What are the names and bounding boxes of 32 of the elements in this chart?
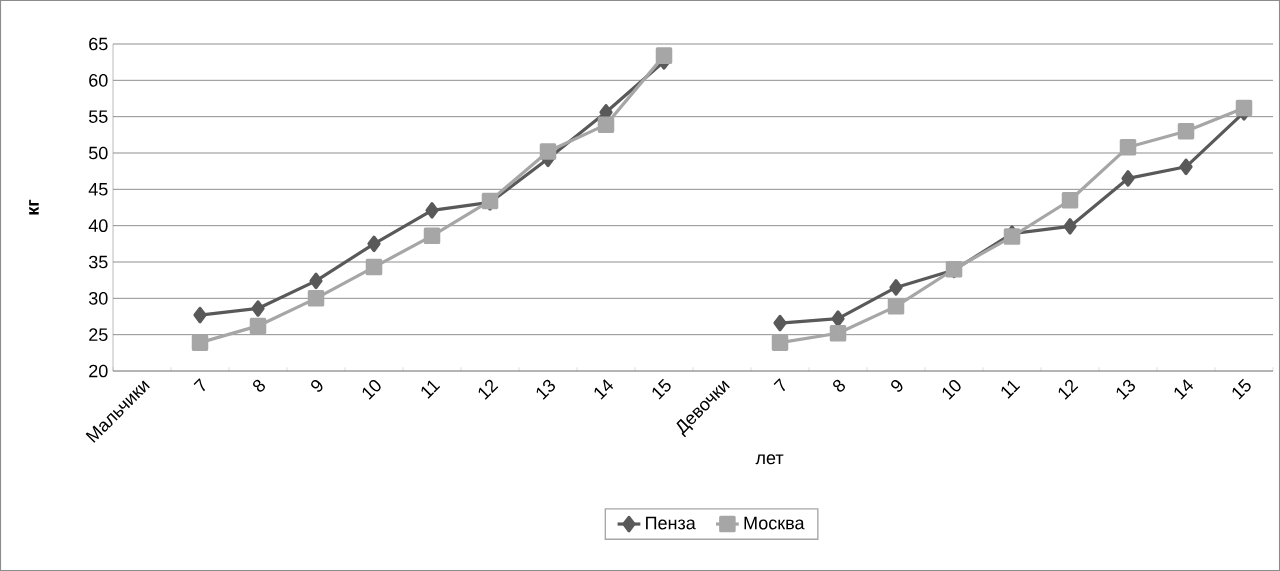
x-tick-label: 11 [421,380,441,399]
x-tick-label: 12 [1058,379,1079,400]
legend-label: Пенза [646,516,696,530]
y-tick-label: 20 [89,364,108,378]
legend-label: Москва [744,516,805,530]
y-tick-label: 45 [88,183,108,196]
x-tick-label: 7 [773,378,786,392]
x-tick-label: 14 [594,379,614,400]
x-axis-title: лет [755,454,784,465]
x-tick-label: 12 [478,379,499,400]
x-tick-label: 10 [362,379,381,400]
y-axis-title: кг [29,199,39,215]
y-tick-label: 35 [88,255,108,269]
x-tick-label: 9 [311,380,323,392]
x-tick-label: 14 [1174,379,1194,400]
x-tick-label: 8 [253,379,266,392]
x-tick-label: 7 [193,378,206,392]
y-tick-label: 65 [89,37,108,51]
y-tick-label: 60 [89,73,108,87]
x-tick-label: 13 [536,379,556,400]
y-tick-label: 50 [88,146,108,160]
x-tick-label: 11 [1001,380,1021,399]
y-tick-label: 30 [88,291,108,305]
x-tick-label: 9 [891,380,903,392]
x-tick-label: 15 [652,378,671,400]
y-tick-label: 55 [88,110,108,123]
x-tick-label: 15 [1232,378,1251,400]
y-tick-label: 25 [89,328,108,342]
x-tick-label: 13 [1116,379,1136,400]
x-tick-label: 10 [942,379,961,400]
x-tick-label: 8 [833,379,846,392]
y-tick-label: 40 [88,219,108,233]
